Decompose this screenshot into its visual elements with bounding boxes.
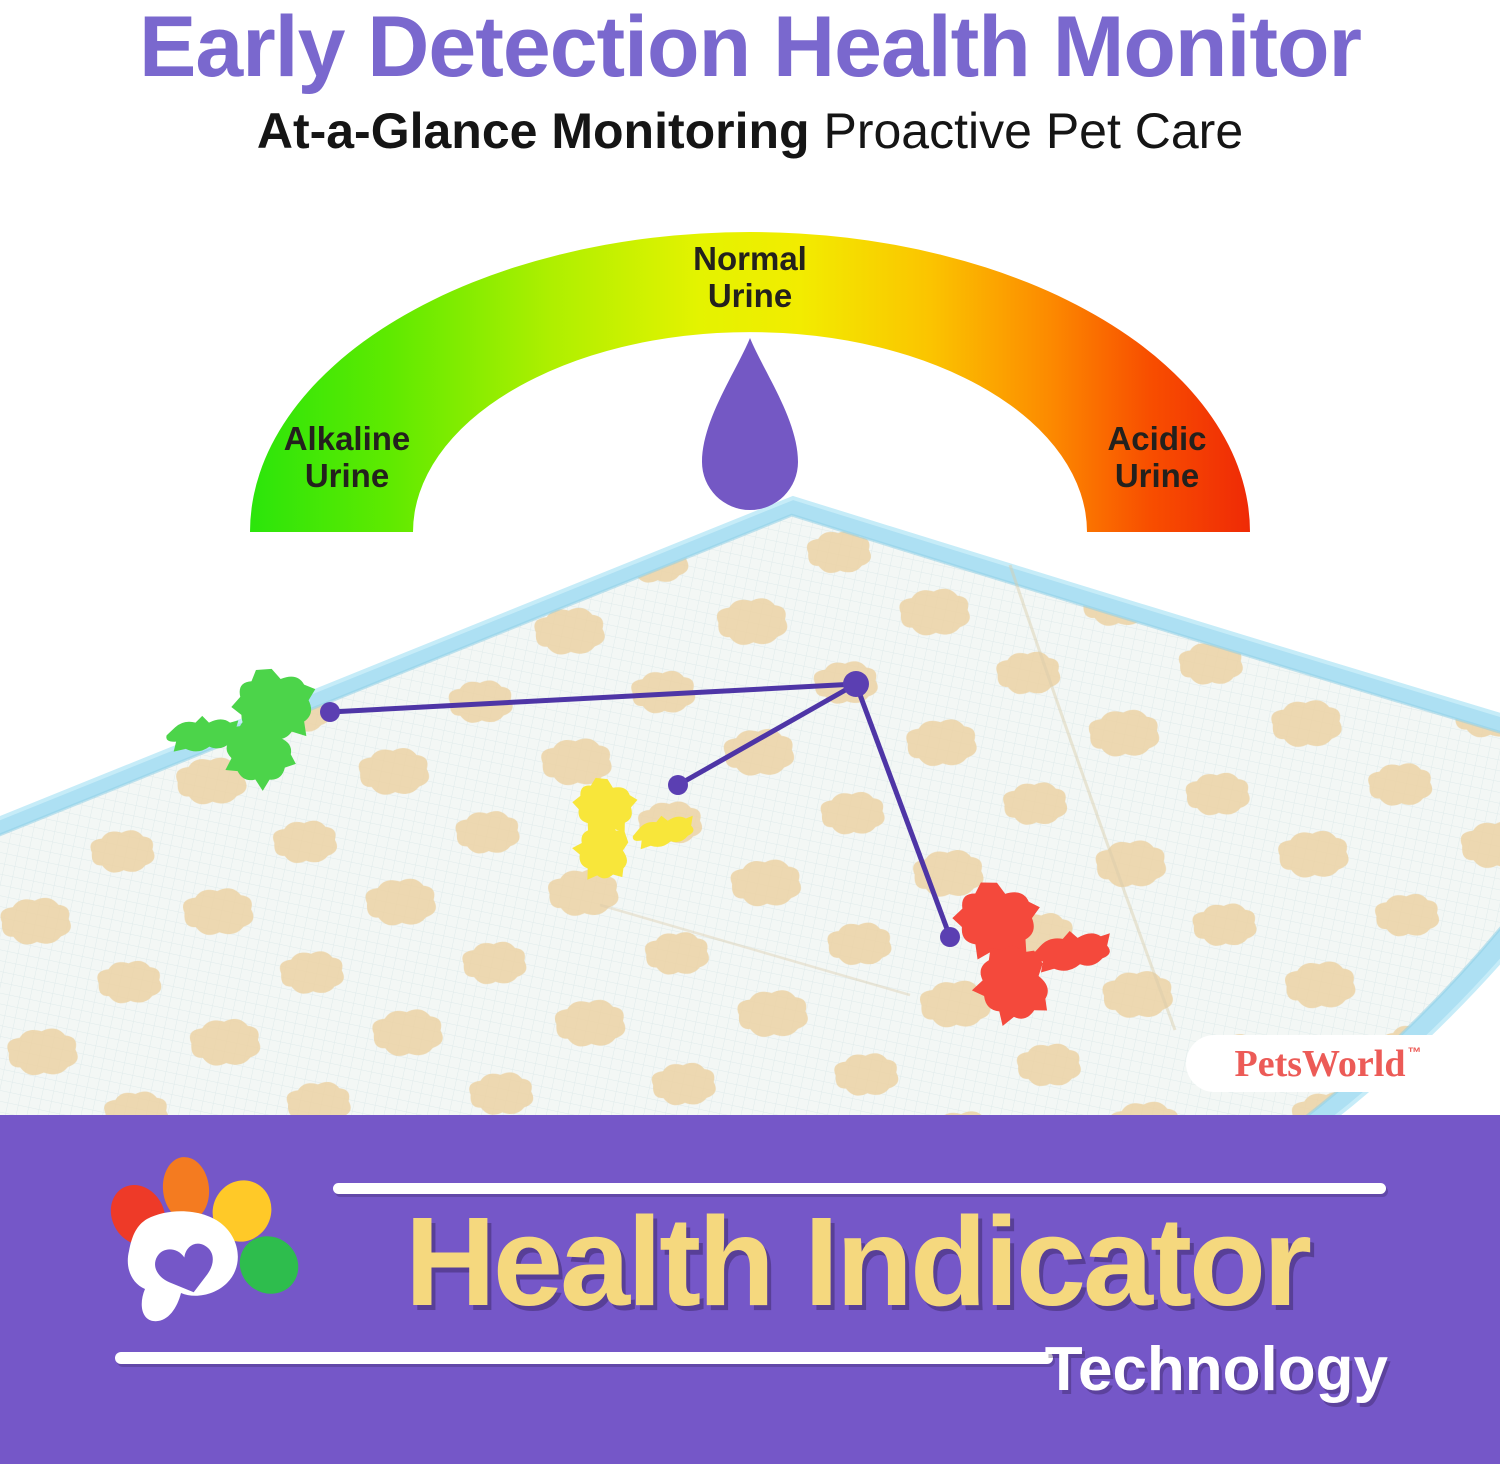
gauge-label-alkaline: Alkaline Urine [237, 420, 457, 495]
gauge-arc [250, 232, 1250, 532]
page-subtitle: At-a-Glance Monitoring Proactive Pet Car… [0, 104, 1500, 159]
banner-divider-top [333, 1183, 1386, 1194]
banner-divider-bottom [115, 1352, 1053, 1364]
brand-logo: PetsWorld ™ [1186, 1035, 1470, 1092]
gauge-label-normal-line2: Urine [707, 277, 793, 315]
gauge-label-normal-line1: Normal [693, 240, 807, 277]
gauge-label-acidic-line1: Acidic [1107, 420, 1207, 457]
banner-heading: Health Indicator [404, 1191, 1312, 1332]
callout-dots [320, 671, 960, 947]
brand-trademark: ™ [1407, 1043, 1422, 1060]
banner-subheading: Technology [1044, 1335, 1388, 1404]
urine-drop-icon [702, 338, 798, 510]
bottom-banner: Health Indicator Technology [0, 1115, 1500, 1464]
pad-crease [599, 903, 911, 997]
gauge-label-acidic-line2: Urine [1114, 457, 1200, 495]
gauge-label-acidic: Acidic Urine [1047, 420, 1267, 495]
subtitle-bold: At-a-Glance Monitoring [256, 103, 810, 159]
pee-pad [0, 496, 1500, 1392]
gauge-label-alkaline-line2: Urine [304, 457, 390, 495]
subtitle-regular: Proactive Pet Care [809, 103, 1244, 159]
heart-icon [155, 1243, 213, 1293]
brand-logo-text: PetsWorld [1234, 1042, 1406, 1085]
pad-crease [1008, 564, 1177, 1031]
page-title: Early Detection Health Monitor [139, 0, 1362, 95]
callout-lines [329, 681, 953, 938]
paw-heart-icon [110, 1157, 299, 1322]
gauge-label-alkaline-line1: Alkaline [283, 420, 411, 457]
ph-gauge [250, 232, 1250, 532]
gauge-label-normal: Normal Urine [640, 240, 860, 315]
